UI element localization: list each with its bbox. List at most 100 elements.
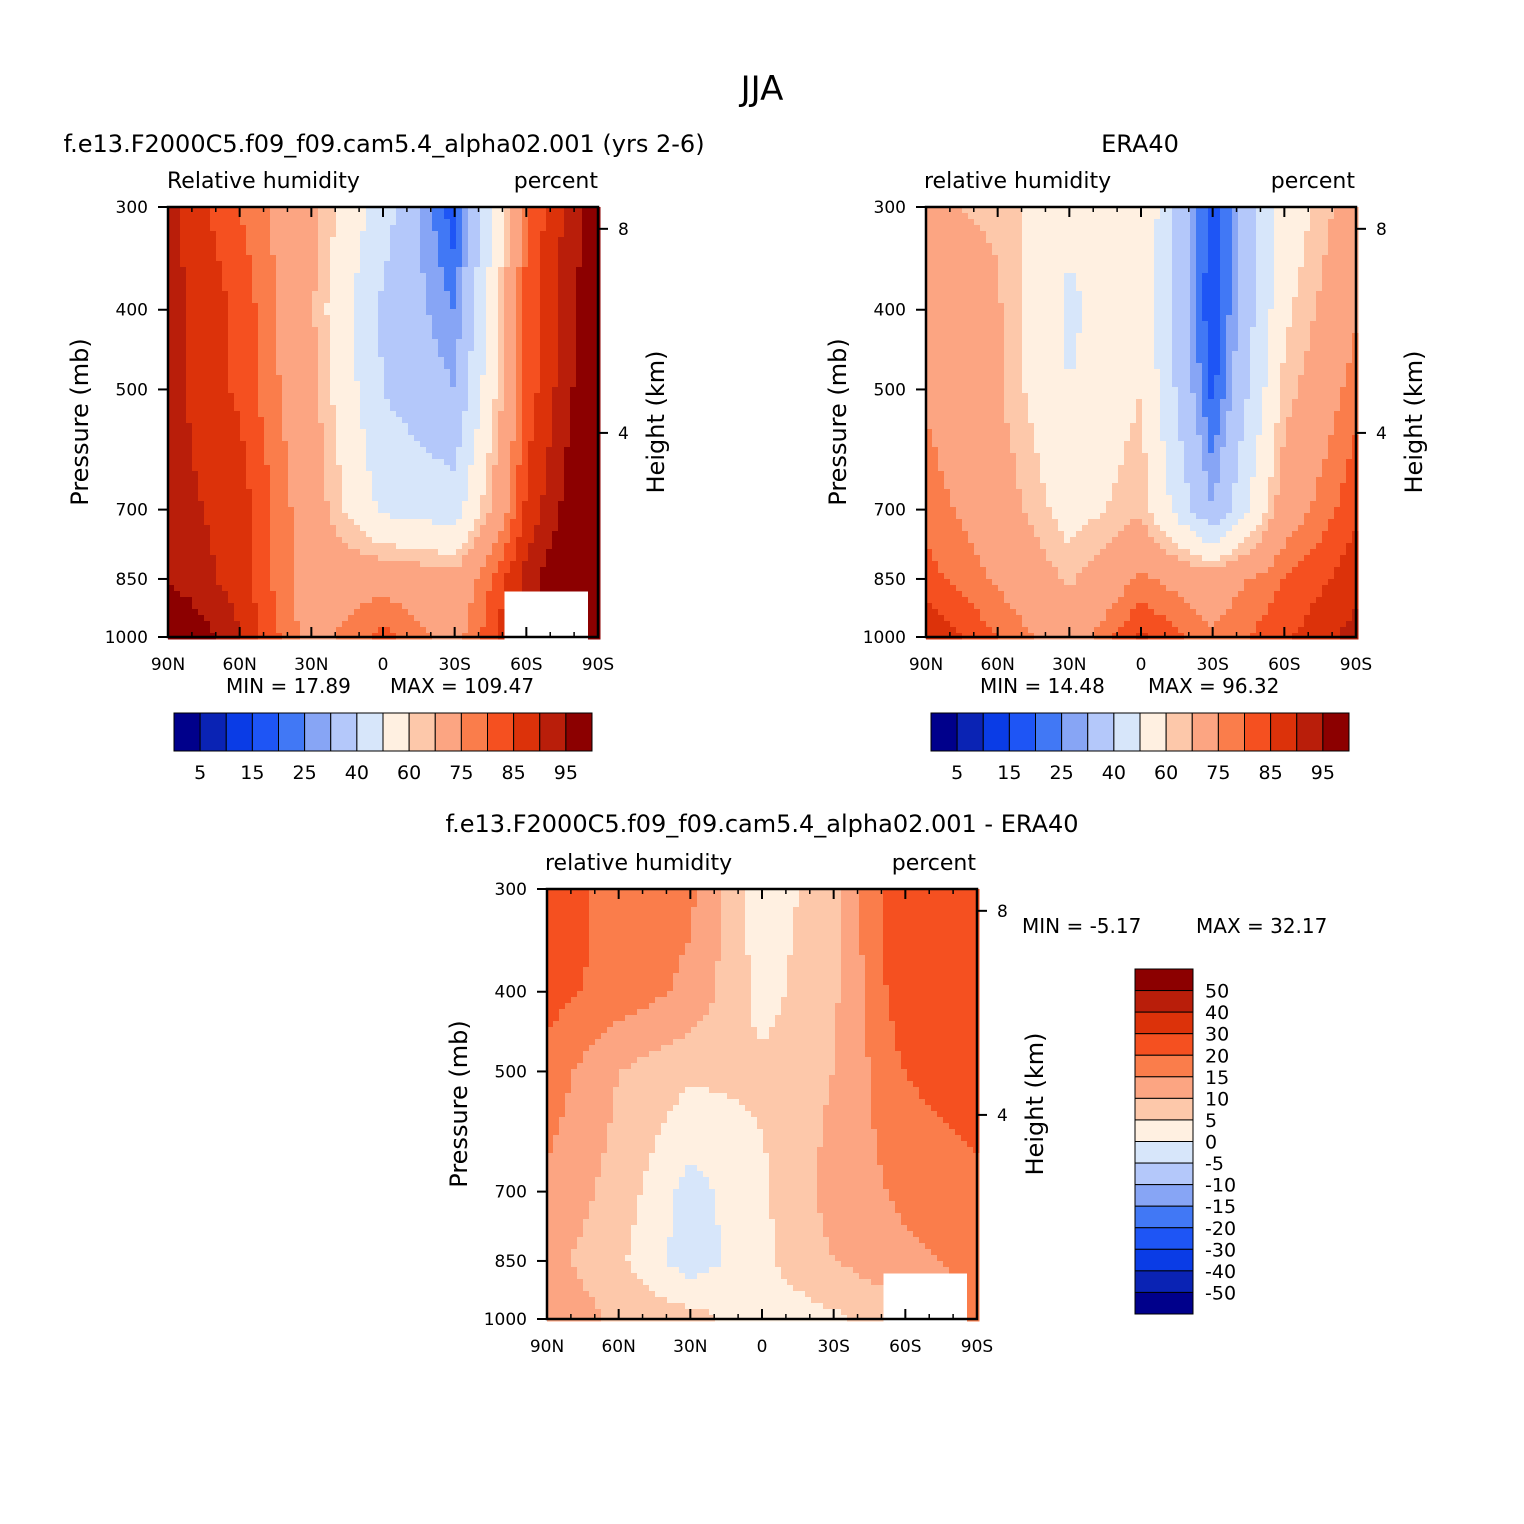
- contour-cell: [276, 315, 283, 322]
- contour-cell: [426, 423, 433, 430]
- contour-cell: [282, 345, 289, 352]
- contour-cell: [408, 429, 415, 436]
- contour-cell: [432, 597, 439, 604]
- contour-cell: [552, 381, 559, 388]
- contour-cell: [180, 387, 187, 394]
- contour-cell: [396, 603, 403, 610]
- contour-cell: [456, 375, 463, 382]
- contour-cell: [498, 345, 505, 352]
- contour-cell: [486, 525, 493, 532]
- contour-cell: [486, 501, 493, 508]
- contour-cell: [534, 219, 541, 226]
- contour-cell: [384, 507, 391, 514]
- contour-cell: [288, 411, 295, 418]
- contour-cell: [330, 399, 337, 406]
- contour-cell: [306, 231, 313, 238]
- contour-cell: [174, 585, 181, 592]
- contour-cell: [234, 399, 241, 406]
- contour-cell: [426, 315, 433, 322]
- contour-cell: [174, 477, 181, 484]
- contour-cell: [360, 531, 367, 538]
- contour-cell: [372, 387, 379, 394]
- contour-cell: [432, 621, 439, 628]
- contour-cell: [564, 309, 571, 316]
- contour-cell: [246, 303, 253, 310]
- contour-cell: [552, 585, 559, 592]
- contour-cell: [468, 381, 475, 388]
- contour-cell: [396, 315, 403, 322]
- contour-cell: [438, 555, 445, 562]
- contour-cell: [246, 393, 253, 400]
- contour-cell: [342, 411, 349, 418]
- contour-cell: [312, 591, 319, 598]
- contour-cell: [228, 549, 235, 556]
- contour-cell: [384, 315, 391, 322]
- contour-cell: [312, 483, 319, 490]
- contour-cell: [414, 423, 421, 430]
- contour-cell: [348, 243, 355, 250]
- contour-cell: [378, 495, 385, 502]
- contour-cell: [294, 459, 301, 466]
- contour-cell: [444, 321, 451, 328]
- contour-cell: [258, 447, 265, 454]
- contour-cell: [462, 243, 469, 250]
- contour-cell: [402, 279, 409, 286]
- contour-cell: [468, 567, 475, 574]
- contour-cell: [588, 537, 595, 544]
- contour-cell: [174, 597, 181, 604]
- contour-cell: [504, 567, 511, 574]
- contour-cell: [378, 453, 385, 460]
- contour-cell: [180, 297, 187, 304]
- contour-cell: [210, 333, 217, 340]
- contour-cell: [402, 429, 409, 436]
- contour-cell: [558, 339, 565, 346]
- contour-cell: [402, 393, 409, 400]
- contour-cell: [582, 435, 589, 442]
- contour-cell: [396, 567, 403, 574]
- contour-cell: [456, 393, 463, 400]
- contour-cell: [564, 471, 571, 478]
- contour-cell: [264, 387, 271, 394]
- contour-cell: [570, 285, 577, 292]
- contour-cell: [234, 243, 241, 250]
- contour-cell: [438, 483, 445, 490]
- contour-cell: [204, 363, 211, 370]
- contour-cell: [504, 369, 511, 376]
- contour-cell: [420, 471, 427, 478]
- contour-cell: [378, 345, 385, 352]
- contour-cell: [228, 435, 235, 442]
- contour-cell: [324, 519, 331, 526]
- contour-cell: [510, 213, 517, 220]
- contour-cell: [558, 351, 565, 358]
- contour-cell: [372, 321, 379, 328]
- contour-cell: [378, 219, 385, 226]
- contour-cell: [486, 285, 493, 292]
- contour-cell: [504, 339, 511, 346]
- contour-cell: [198, 411, 205, 418]
- contour-cell: [168, 531, 175, 538]
- contour-cell: [492, 321, 499, 328]
- contour-cell: [318, 561, 325, 568]
- contour-cell: [426, 309, 433, 316]
- contour-cell: [192, 405, 199, 412]
- contour-cell: [570, 273, 577, 280]
- contour-cell: [336, 261, 343, 268]
- contour-cell: [186, 501, 193, 508]
- contour-cell: [516, 513, 523, 520]
- contour-cell: [240, 615, 247, 622]
- contour-cell: [588, 423, 595, 430]
- contour-cell: [408, 345, 415, 352]
- contour-cell: [546, 471, 553, 478]
- contour-cell: [282, 585, 289, 592]
- contour-cell: [342, 273, 349, 280]
- contour-cell: [510, 579, 517, 586]
- contour-cell: [198, 321, 205, 328]
- contour-cell: [408, 501, 415, 508]
- contour-cell: [228, 225, 235, 232]
- contour-cell: [492, 297, 499, 304]
- contour-cell: [492, 225, 499, 232]
- contour-cell: [408, 219, 415, 226]
- contour-cell: [186, 495, 193, 502]
- contour-cell: [282, 279, 289, 286]
- contour-cell: [174, 291, 181, 298]
